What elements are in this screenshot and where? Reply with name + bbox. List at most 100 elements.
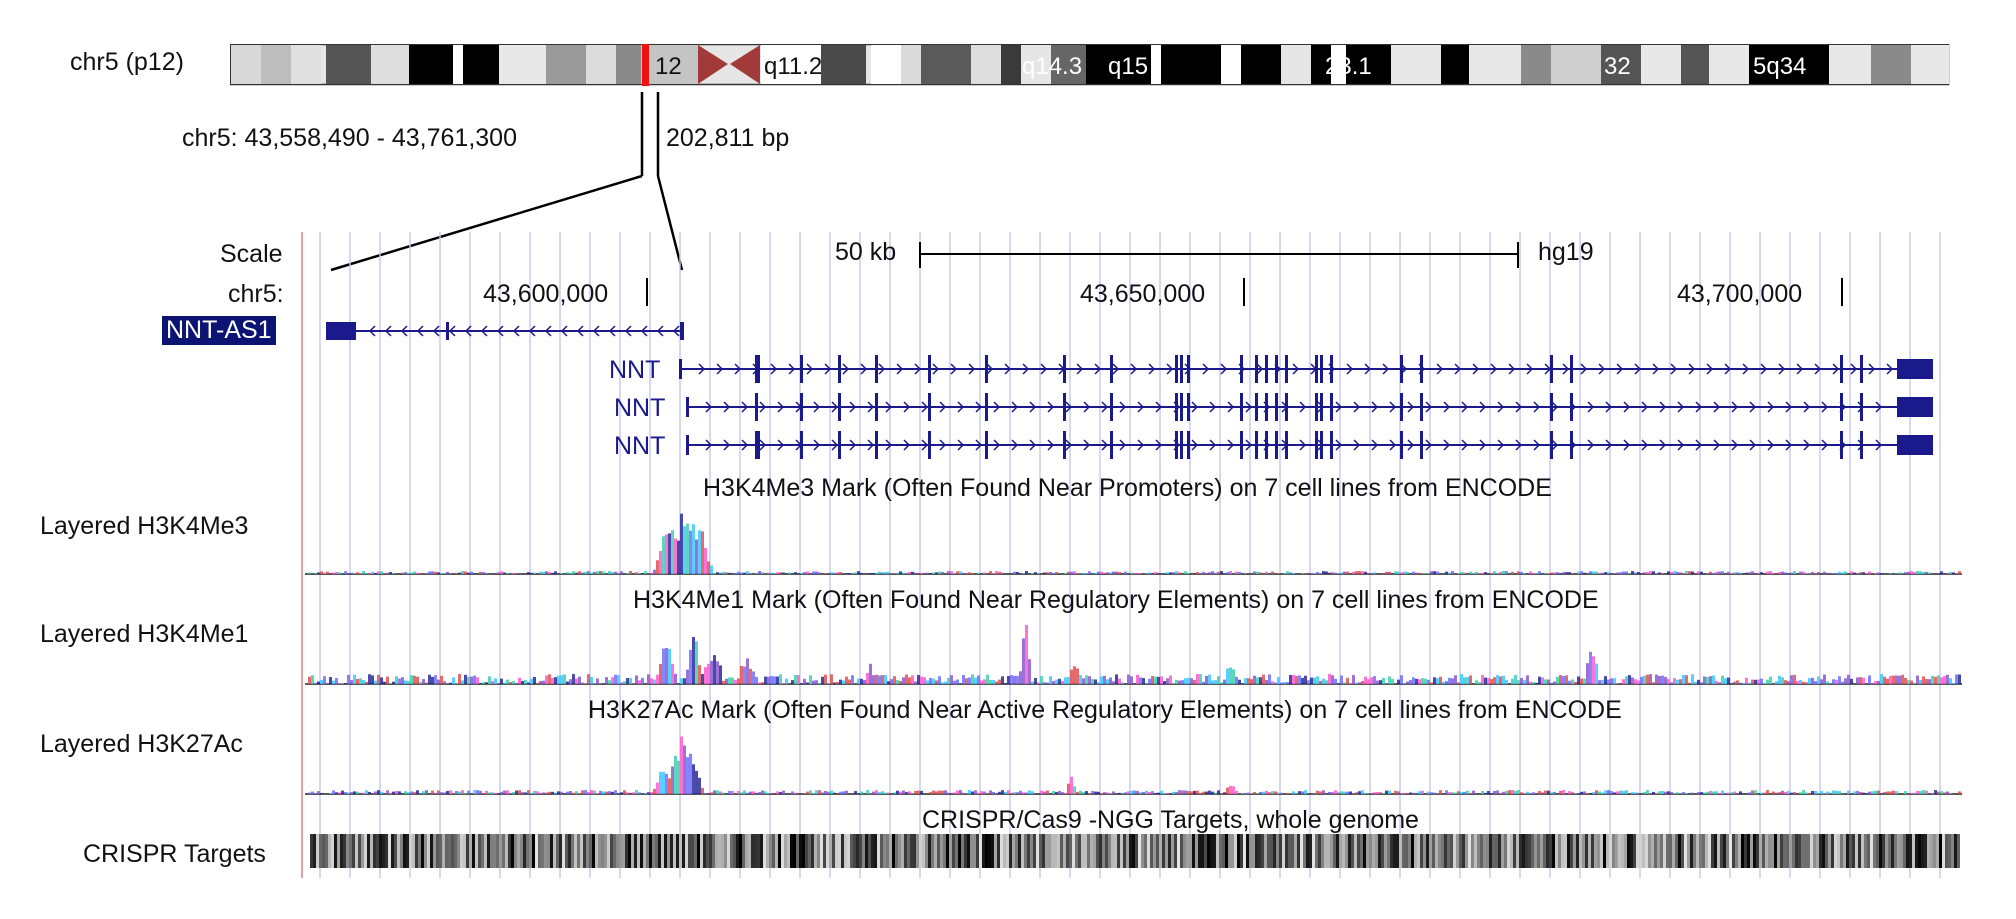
signal-bar — [1763, 792, 1766, 794]
gene-label-nnt-2[interactable]: NNT — [614, 394, 666, 422]
signal-bar — [449, 573, 452, 574]
signal-bar — [1178, 680, 1181, 684]
signal-bar — [1130, 572, 1133, 574]
signal-bar — [698, 665, 701, 684]
strand-arrow — [1407, 439, 1415, 451]
crispr-density-bar — [1465, 834, 1468, 868]
signal-bar — [1493, 571, 1496, 574]
crispr-density-bar — [1492, 834, 1495, 868]
signal-bar — [629, 571, 632, 574]
signal-bar — [1898, 572, 1901, 574]
signal-bar — [548, 674, 551, 684]
signal-bar — [566, 791, 569, 794]
signal-bar — [1730, 573, 1733, 574]
signal-bar — [398, 791, 401, 794]
strand-arrow — [1749, 401, 1757, 413]
signal-bar — [1058, 790, 1061, 794]
signal-bar — [1133, 790, 1136, 794]
track-label-h3k4me1[interactable]: Layered H3K4Me1 — [40, 620, 249, 648]
signal-bar — [593, 790, 596, 794]
crispr-density-bar — [1888, 834, 1891, 868]
strand-arrow — [1227, 439, 1235, 451]
signal-bar — [1076, 573, 1079, 574]
signal-bar — [1550, 572, 1553, 574]
signal-bar — [1379, 680, 1382, 684]
track-label-h3k4me3[interactable]: Layered H3K4Me3 — [40, 512, 249, 540]
strand-arrow — [368, 325, 376, 337]
crispr-density-bar — [862, 834, 865, 868]
strand-arrow — [1695, 439, 1703, 451]
signal-bar — [572, 792, 575, 794]
signal-bar — [1340, 791, 1343, 794]
crispr-density-bar — [1660, 834, 1663, 868]
signal-bar — [413, 792, 416, 794]
crispr-density-bar — [661, 834, 664, 868]
strand-arrow — [1634, 363, 1642, 375]
signal-bar — [950, 675, 953, 684]
ideogram-band — [1281, 45, 1311, 84]
signal-bar — [1682, 792, 1685, 794]
signal-bar — [851, 573, 854, 574]
gene-label-nnt-3[interactable]: NNT — [614, 432, 666, 460]
signal-bar — [485, 790, 488, 794]
crispr-density-bar — [553, 834, 556, 868]
crispr-density-bar — [490, 834, 493, 868]
gene-label-nnt-1[interactable]: NNT — [609, 356, 661, 384]
track-label-crispr[interactable]: CRISPR Targets — [83, 840, 266, 868]
crispr-density-bar — [937, 834, 940, 868]
crispr-density-bar — [1813, 834, 1816, 868]
signal-bar — [818, 572, 821, 574]
crispr-density-bar — [1720, 834, 1723, 868]
signal-bar — [1874, 790, 1877, 794]
signal-bar — [461, 680, 464, 684]
crispr-density-bar — [1213, 834, 1216, 868]
signal-bar — [1958, 674, 1961, 684]
signal-bar — [980, 791, 983, 794]
crispr-density-bar — [769, 834, 772, 868]
signal-bar — [788, 572, 791, 574]
ideogram-band — [326, 45, 371, 84]
signal-bar — [992, 791, 995, 794]
crispr-density-bar — [1396, 834, 1399, 868]
signal-bar — [1634, 572, 1637, 574]
signal-bar — [1058, 678, 1061, 684]
gene-label-nnt-as1[interactable]: NNT-AS1 — [162, 316, 276, 345]
strand-arrow — [1544, 363, 1552, 375]
gene-nnt-exon — [755, 393, 758, 421]
signal-bar — [1481, 790, 1484, 794]
signal-bar — [707, 561, 710, 574]
signal-bar — [884, 675, 887, 684]
chromosome-ideogram[interactable]: 12 q11.2 q14.3 q15 23.1 32 5q34 — [230, 44, 1950, 86]
crispr-density-bar — [1873, 834, 1876, 868]
signal-bar — [1826, 681, 1829, 684]
crispr-density-bar — [1609, 834, 1612, 868]
signal-bar — [458, 791, 461, 794]
signal-bar — [1436, 571, 1439, 574]
signal-bar — [1166, 792, 1169, 794]
signal-bar — [1523, 793, 1526, 794]
signal-bar — [869, 793, 872, 794]
signal-bar — [341, 573, 344, 574]
crispr-density-bar — [1297, 834, 1300, 868]
crispr-density-bar — [520, 834, 523, 868]
gene-nnt-exon — [1063, 393, 1066, 421]
crispr-density-bar — [1030, 834, 1033, 868]
signal-bar — [1166, 572, 1169, 574]
crispr-density-bar — [652, 834, 655, 868]
strand-arrow — [759, 401, 767, 413]
crispr-density-bar — [1471, 834, 1474, 868]
strand-arrow — [1479, 439, 1487, 451]
crispr-density-bar — [1141, 834, 1144, 868]
crispr-density-bar — [1600, 834, 1603, 868]
strand-arrow — [867, 439, 875, 451]
crispr-density-bar — [316, 834, 319, 868]
signal-bar — [662, 536, 665, 574]
signal-bar — [1862, 792, 1865, 794]
signal-bar — [1952, 683, 1955, 684]
signal-bar — [1916, 675, 1919, 684]
signal-bar — [467, 572, 470, 574]
signal-bar — [1730, 792, 1733, 794]
signal-bar — [1217, 790, 1220, 794]
track-label-h3k27ac[interactable]: Layered H3K27Ac — [40, 730, 243, 758]
